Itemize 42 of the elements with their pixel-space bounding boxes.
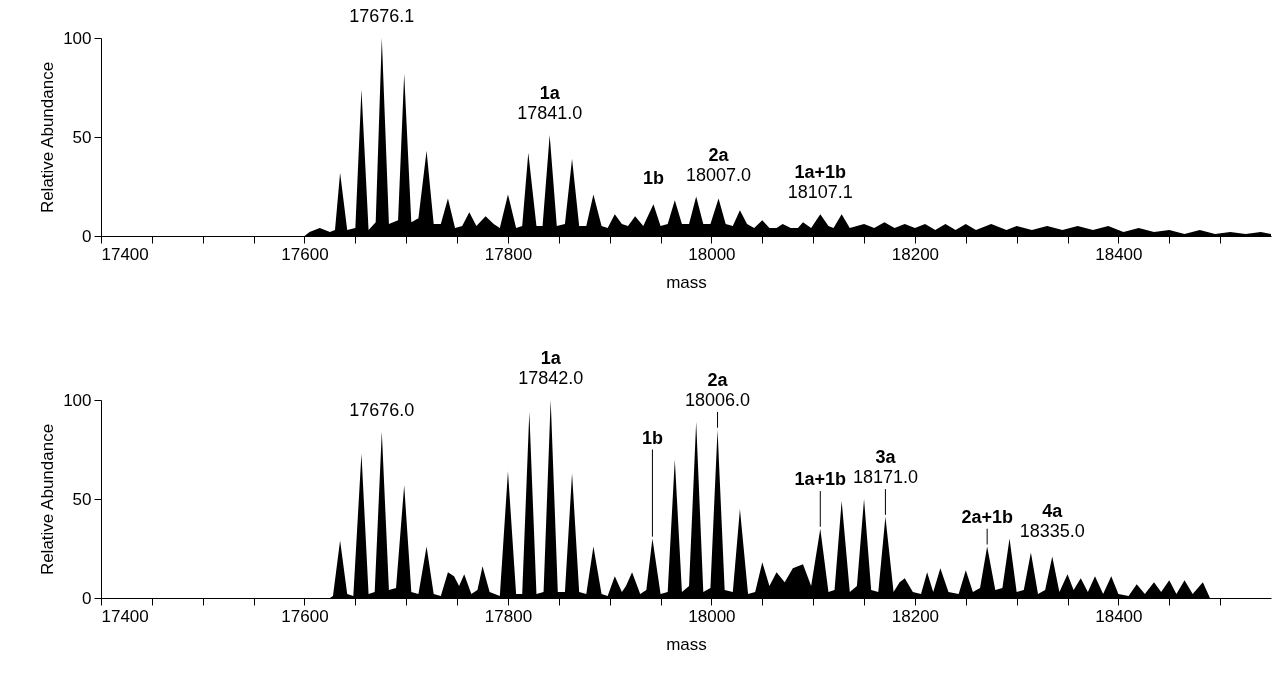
x-tick-label: 18000 xyxy=(688,606,736,626)
x-tick-label: 17800 xyxy=(484,606,533,626)
y-tick-label: 50 xyxy=(72,489,92,509)
annotation: 1a+1b xyxy=(794,469,847,490)
annotation: 2a xyxy=(708,144,730,165)
x-tick-label: 17600 xyxy=(281,606,329,626)
x-tick-label: 18400 xyxy=(1095,606,1143,626)
annotation: 1b xyxy=(642,168,664,189)
y-tick-label: 100 xyxy=(63,28,92,48)
y-tick-label: 0 xyxy=(82,226,92,246)
annotation: 17841.0 xyxy=(517,103,583,124)
annotation: 18335.0 xyxy=(1019,520,1085,541)
y-axis-title: Relative Abundance xyxy=(38,423,58,576)
y-tick-label: 50 xyxy=(72,127,92,147)
x-axis-title: mass xyxy=(666,634,707,654)
x-tick-label: 17400 xyxy=(101,606,149,626)
annotation: 2a xyxy=(707,369,729,390)
x-tick-label: 18400 xyxy=(1095,244,1143,264)
x-tick-label: 17800 xyxy=(484,244,533,264)
y-tick-label: 100 xyxy=(63,390,92,410)
annotation: 17676.0 xyxy=(349,399,415,420)
x-tick-label: 17400 xyxy=(101,244,149,264)
annotation: 18107.1 xyxy=(787,182,853,203)
annotation: 17676.1 xyxy=(349,6,415,27)
x-tick-label: 18200 xyxy=(891,244,940,264)
y-axis-title: Relative Abundance xyxy=(38,61,58,214)
annotation: 18171.0 xyxy=(852,467,918,488)
annotation: 1a+1b xyxy=(794,162,847,183)
annotation: 18007.0 xyxy=(686,164,752,185)
annotation: 18006.0 xyxy=(685,389,751,410)
annotation: 3a xyxy=(875,447,897,468)
annotation: 2a+1b xyxy=(961,506,1013,527)
x-tick-label: 18200 xyxy=(891,606,940,626)
annotation: 4a xyxy=(1042,500,1064,521)
y-tick-label: 0 xyxy=(82,588,92,608)
x-tick-label: 17600 xyxy=(281,244,329,264)
x-tick-label: 18000 xyxy=(688,244,736,264)
annotation: 1a xyxy=(540,348,562,369)
annotation: 1a xyxy=(539,83,561,104)
annotation: 17842.0 xyxy=(518,368,584,389)
annotation: 1b xyxy=(641,427,663,448)
x-axis-title: mass xyxy=(666,272,707,292)
